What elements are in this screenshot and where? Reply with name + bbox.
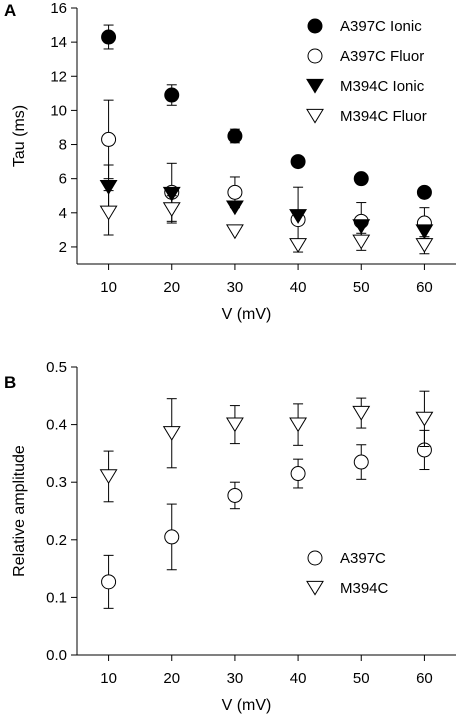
legend-marker (306, 108, 324, 124)
data-point (162, 202, 181, 218)
data-point (352, 219, 371, 235)
y-tick-label: 16 (50, 0, 67, 17)
x-tick-label: 50 (353, 670, 370, 687)
y-tick-label: 12 (50, 68, 67, 85)
data-point (101, 131, 117, 147)
legend-label: A397C (340, 550, 386, 567)
data-point (353, 171, 369, 187)
x-axis-label: V (mV) (222, 306, 272, 323)
y-tick-label: 0.3 (46, 474, 67, 491)
x-tick-label: 40 (290, 670, 307, 687)
x-tick-label: 40 (290, 279, 307, 296)
y-tick-label: 14 (50, 34, 67, 51)
x-axis-label: V (mV) (222, 697, 272, 714)
x-tick-label: 20 (163, 670, 180, 687)
data-point (225, 417, 244, 433)
legend-label: M394C (340, 580, 389, 597)
legend-marker (306, 78, 324, 94)
x-tick-label: 60 (416, 279, 433, 296)
data-point (225, 224, 244, 240)
legend: A397C M394C (306, 550, 389, 597)
data-point (290, 466, 306, 482)
series-m394c (99, 390, 434, 503)
x-tick-label: 10 (100, 279, 117, 296)
data-point (227, 128, 243, 144)
legend-marker (307, 18, 323, 34)
y-axis-label: Relative amplitude (11, 445, 28, 577)
y-tick-label: 0.5 (46, 359, 67, 376)
data-point (289, 238, 308, 253)
panel-letter: A (4, 1, 16, 20)
data-point (101, 574, 117, 590)
data-point (289, 417, 308, 433)
x-tick-label: 50 (353, 279, 370, 296)
data-point (415, 238, 434, 253)
legend-marker (307, 550, 323, 566)
data-point (164, 529, 180, 545)
data-point (101, 29, 117, 45)
y-tick-label: 6 (59, 171, 67, 188)
data-point (289, 209, 308, 224)
data-point (99, 180, 118, 195)
series-a397c (101, 429, 432, 609)
y-tick-label: 10 (50, 102, 67, 119)
y-tick-label: 0.0 (46, 647, 67, 664)
data-point (227, 184, 243, 200)
data-point (290, 154, 306, 170)
x-tick-label: 30 (227, 279, 244, 296)
y-tick-label: 0.2 (46, 532, 67, 549)
data-point (225, 200, 244, 216)
y-tick-label: 2 (59, 239, 67, 256)
y-tick-label: 8 (59, 137, 67, 154)
data-point (352, 234, 371, 250)
legend-label: A397C Ionic (340, 18, 422, 35)
data-point (162, 426, 181, 441)
legend-label: M394C Fluor (340, 108, 427, 125)
legend-label: A397C Fluor (340, 48, 424, 65)
y-tick-label: 0.4 (46, 417, 67, 434)
legend-marker (306, 580, 324, 596)
legend: A397C Ionic A397C Fluor M394C Ionic M394C F… (306, 18, 427, 125)
data-point (99, 205, 118, 221)
data-point (99, 469, 118, 485)
x-tick-label: 20 (163, 279, 180, 296)
series-m394c-fluor (99, 190, 434, 255)
panel-letter: B (4, 373, 16, 392)
data-point (162, 186, 181, 202)
data-point (227, 487, 243, 503)
data-point (416, 184, 432, 200)
x-tick-label: 10 (100, 670, 117, 687)
x-tick-label: 60 (416, 670, 433, 687)
series-m394c-ionic (99, 164, 434, 240)
y-tick-label: 4 (59, 205, 67, 222)
y-axis-label: Tau (ms) (11, 105, 28, 167)
x-tick-label: 30 (227, 670, 244, 687)
y-tick-label: 0.1 (46, 589, 67, 606)
data-point (353, 454, 369, 470)
data-point (415, 411, 434, 427)
series-a397c-ionic (101, 24, 432, 200)
legend-label: M394C Ionic (340, 78, 425, 95)
data-point (352, 405, 371, 421)
legend-marker (307, 48, 323, 64)
chart-panel-B: B 0.0 0.1 0.2 0.3 0.4 0.5 10 20 30 40 50 60 V (mV) Rel… (4, 359, 456, 714)
data-point (415, 224, 434, 240)
chart-panel-A: A 2 4 6 8 10 12 14 16 10 20 30 40 50 60 V (mV) Tau (ms) A… (4, 0, 456, 323)
data-point (164, 87, 180, 103)
